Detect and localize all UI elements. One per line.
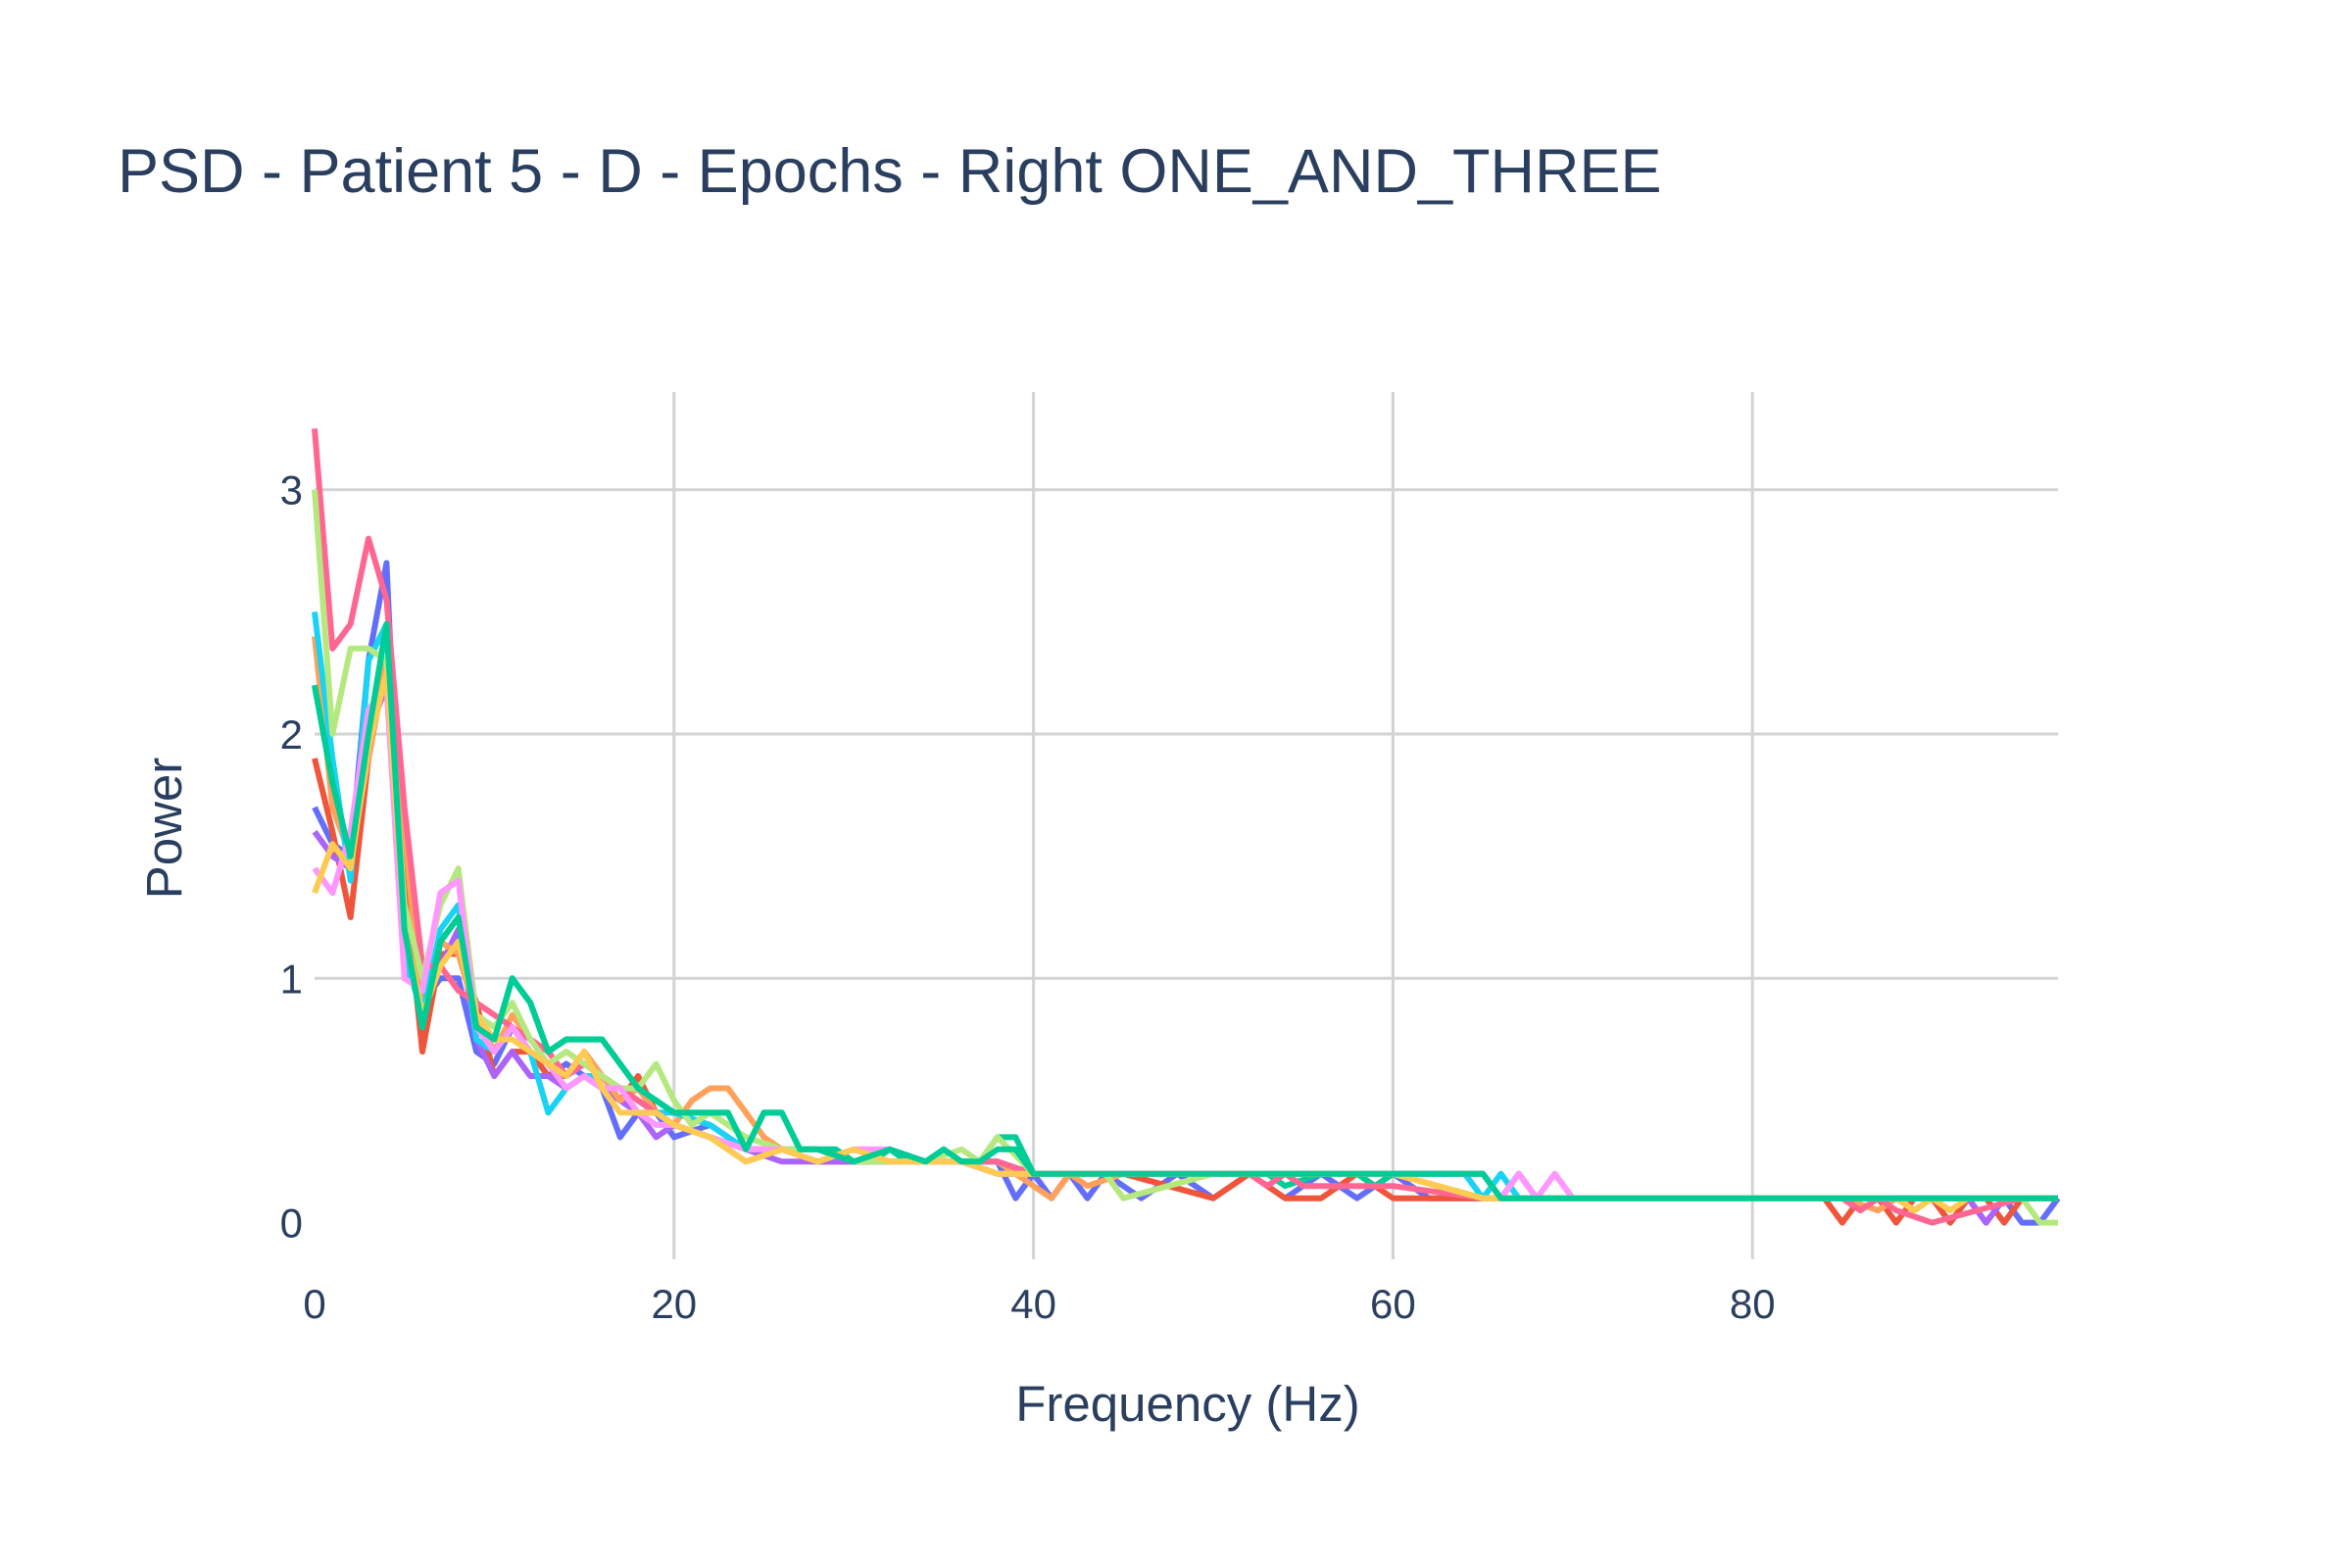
x-tick-label: 80: [1730, 1281, 1776, 1327]
x-axis-title: Frequency (Hz): [1015, 1376, 1359, 1432]
x-tick-label: 40: [1010, 1281, 1056, 1327]
series-line-7: [312, 489, 2058, 1226]
y-axis-title: Power: [136, 758, 192, 900]
y-tick-label: 2: [280, 711, 303, 758]
x-tick-label: 20: [651, 1281, 697, 1327]
series-lines: [312, 428, 2061, 1226]
series-line-3: [312, 682, 2058, 1226]
series-line-1: [312, 658, 2058, 1226]
y-tick-label: 1: [280, 956, 303, 1002]
y-tick-label: 0: [280, 1200, 303, 1247]
chart-title: PSD - Patient 5 - D - Epochs - Right ONE…: [118, 137, 1662, 206]
x-tick-label: 60: [1370, 1281, 1416, 1327]
series-line-2: [312, 620, 2058, 1201]
series-line-0: [312, 560, 2061, 1226]
x-tick-label: 0: [303, 1281, 325, 1327]
series-line-5: [312, 612, 2058, 1201]
series-line-9: [312, 669, 2058, 1214]
series-line-10: [312, 620, 2058, 1201]
grid: [315, 392, 2058, 1259]
axis-ticks: 0 20 40 60 80 0 1 2 3: [280, 467, 1776, 1327]
series-line-8: [312, 682, 2058, 1201]
series-line-4: [312, 635, 2058, 1214]
y-tick-label: 3: [280, 467, 303, 514]
series-line-6: [312, 428, 2058, 1226]
